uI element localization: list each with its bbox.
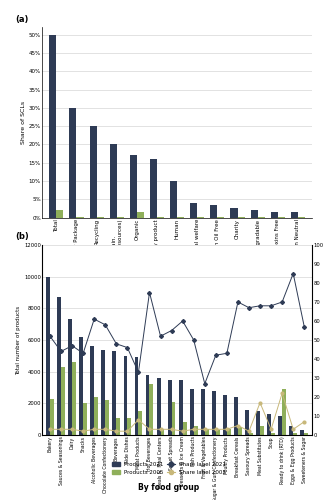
Bar [137, 212, 144, 218]
Bar [278, 416, 282, 435]
Bar [157, 217, 164, 218]
Bar [76, 217, 84, 218]
Bar [49, 35, 56, 218]
Bar [260, 426, 264, 435]
Bar [61, 367, 65, 435]
Bar [304, 434, 308, 435]
Text: By food group: By food group [138, 484, 200, 492]
Bar [271, 434, 275, 435]
Bar [161, 428, 164, 435]
Bar [205, 428, 209, 435]
Bar [168, 380, 172, 435]
Bar [278, 217, 285, 218]
Bar [183, 422, 187, 435]
Bar [170, 181, 177, 218]
Bar [258, 217, 265, 218]
Bar [101, 350, 105, 435]
Bar [177, 217, 184, 218]
Bar [127, 418, 131, 435]
Text: By type of SCLs: By type of SCLs [144, 370, 211, 378]
Bar [267, 414, 271, 435]
Bar [124, 356, 127, 435]
Bar [230, 208, 238, 218]
Bar [172, 402, 176, 435]
Y-axis label: Share of SCLs: Share of SCLs [21, 101, 26, 144]
Bar [227, 428, 231, 435]
Bar [150, 384, 153, 435]
Bar [179, 380, 183, 435]
Bar [238, 427, 242, 435]
Bar [116, 418, 120, 435]
Bar [117, 217, 124, 218]
Bar [130, 156, 137, 218]
Text: (b): (b) [15, 232, 29, 241]
Bar [112, 351, 116, 435]
Bar [90, 346, 94, 435]
Bar [251, 210, 258, 218]
Bar [212, 390, 216, 435]
Bar [194, 426, 198, 435]
Legend: 2021, 2005: 2021, 2005 [118, 338, 182, 349]
Bar [70, 108, 76, 218]
Bar [146, 375, 150, 435]
Bar [271, 212, 278, 218]
Bar [291, 212, 298, 218]
Bar [97, 217, 104, 218]
Bar [150, 159, 157, 218]
Bar [234, 397, 238, 435]
Bar [216, 430, 220, 435]
Text: (a): (a) [15, 15, 29, 24]
Legend: Products 2021, Products 2005, Share label 2021, Share label 2005: Products 2021, Products 2005, Share labe… [112, 462, 226, 474]
Bar [289, 426, 293, 435]
Bar [223, 396, 227, 435]
Bar [190, 203, 197, 218]
Bar [256, 411, 260, 435]
Bar [94, 397, 98, 435]
Bar [57, 297, 61, 435]
Bar [105, 400, 109, 435]
Bar [190, 389, 194, 435]
Bar [83, 404, 87, 435]
Bar [245, 410, 249, 435]
Bar [138, 411, 142, 435]
Bar [298, 217, 305, 218]
Bar [238, 217, 245, 218]
Bar [201, 389, 205, 435]
Bar [249, 434, 253, 435]
Bar [56, 210, 63, 218]
Bar [46, 276, 50, 435]
Bar [135, 358, 138, 435]
Bar [293, 434, 297, 435]
Bar [197, 217, 204, 218]
Bar [72, 362, 76, 435]
Bar [110, 144, 117, 218]
Y-axis label: Total number of products: Total number of products [16, 306, 21, 374]
Bar [210, 204, 217, 218]
Bar [79, 337, 83, 435]
Bar [90, 126, 97, 218]
Bar [300, 430, 304, 435]
Bar [68, 320, 72, 435]
Bar [50, 398, 54, 435]
Bar [282, 389, 286, 435]
Bar [157, 378, 161, 435]
Bar [217, 217, 225, 218]
